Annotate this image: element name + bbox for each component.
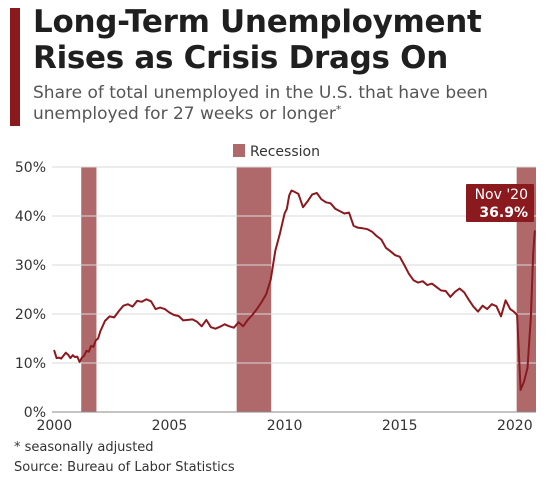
x-tick-label: 2015 (382, 418, 418, 434)
annotation-date-label: Nov '20 (475, 187, 528, 203)
y-tick-label: 10% (15, 356, 46, 372)
x-tick-label: 2020 (497, 418, 533, 434)
source-note: Source: Bureau of Labor Statistics (14, 460, 235, 475)
chart-title: Long-Term Unemployment Rises as Crisis D… (33, 4, 482, 76)
series-line (53, 189, 536, 391)
x-tick-label: 2000 (36, 418, 72, 434)
title-accent-bar (10, 8, 20, 126)
grid-lines (52, 166, 536, 413)
x-axis-tick-labels: 2000 2005 2010 2015 2020 (36, 418, 532, 434)
recession-bands (81, 167, 536, 412)
annotation-value-label: 36.9% (479, 205, 528, 221)
y-tick-label: 50% (15, 160, 46, 176)
legend-recession-swatch (233, 144, 245, 157)
recession-band-1 (81, 167, 97, 412)
y-tick-label: 20% (15, 307, 46, 323)
y-axis-tick-labels: 0% 10% 20% 30% 40% 50% (15, 160, 46, 421)
latest-value-annotation: Nov '20 36.9% (466, 184, 534, 222)
footnote: * seasonally adjusted (14, 440, 154, 455)
subtitle-footnote-marker: * (335, 103, 342, 116)
legend-recession-label: Recession (250, 144, 320, 160)
subtitle-text: Share of total unemployed in the U.S. th… (33, 83, 488, 124)
y-tick-label: 30% (15, 258, 46, 274)
x-tick-label: 2010 (267, 418, 303, 434)
recession-band-3 (516, 167, 536, 412)
x-tick-label: 2005 (152, 418, 188, 434)
legend: Recession (233, 144, 320, 160)
y-tick-label: 40% (15, 209, 46, 225)
chart-subtitle: Share of total unemployed in the U.S. th… (33, 83, 533, 125)
recession-band-2 (236, 167, 272, 412)
annotation-box (466, 184, 534, 222)
y-tick-label: 0% (24, 405, 46, 421)
